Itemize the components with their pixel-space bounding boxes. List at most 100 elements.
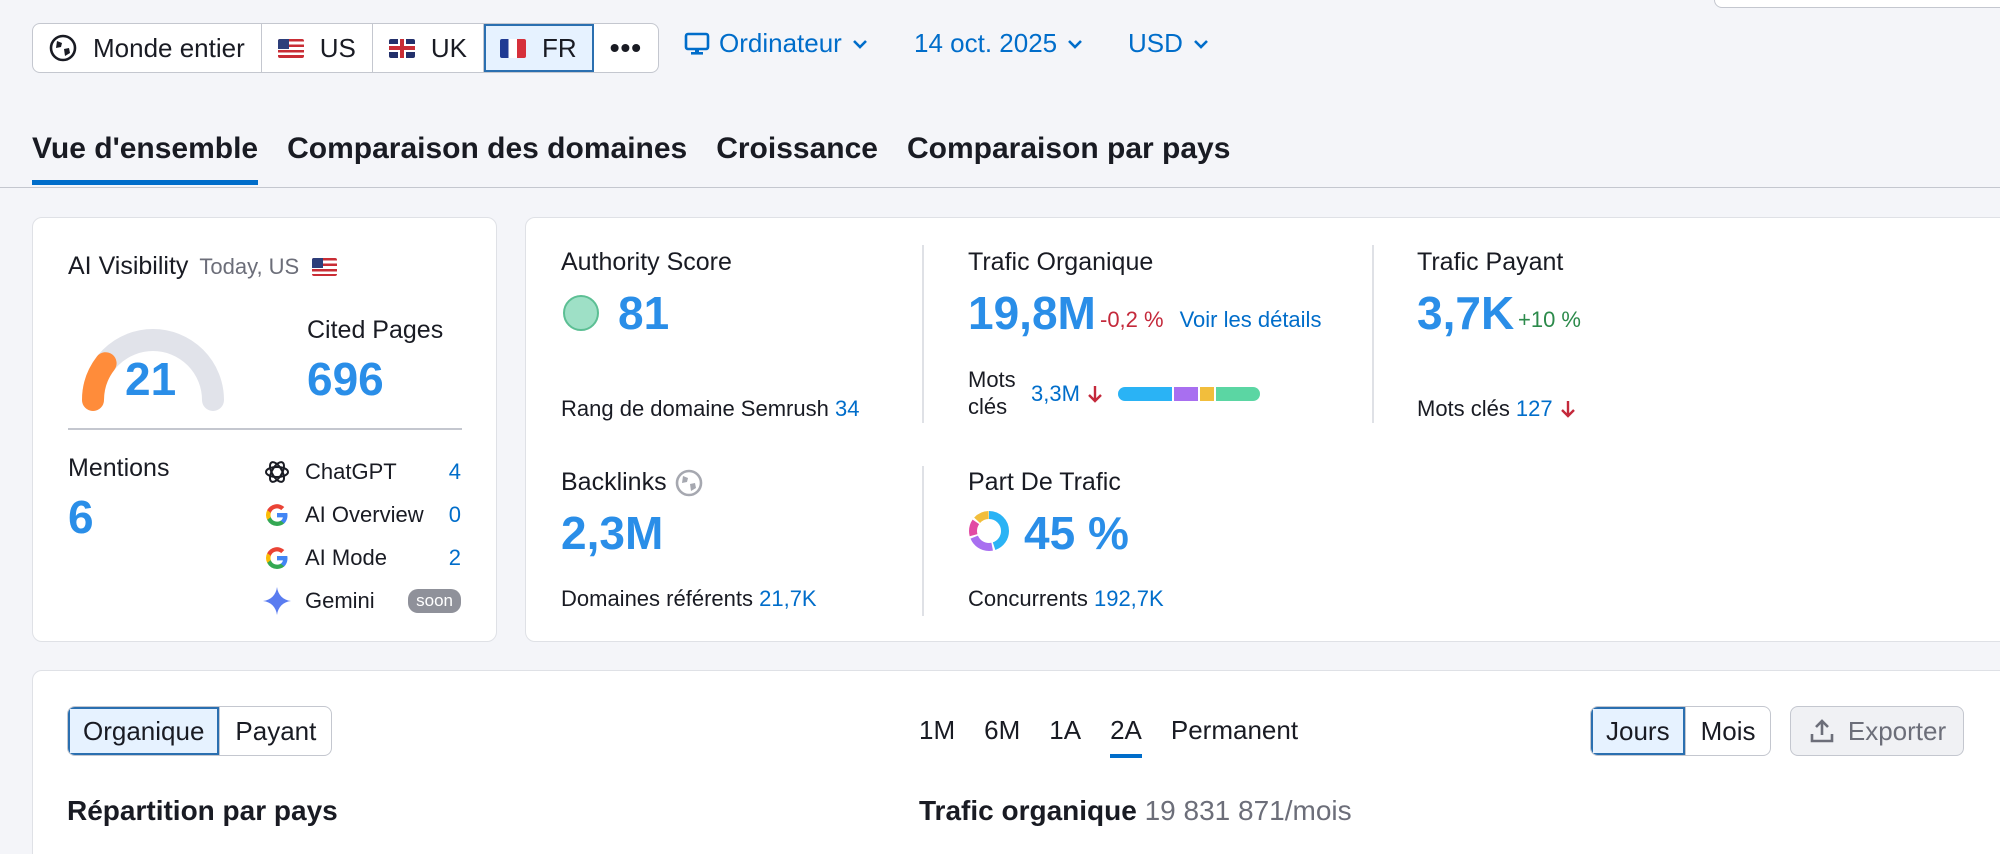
- arrow-down-icon: [1088, 386, 1102, 403]
- globe-icon: [49, 34, 77, 62]
- days-toggle[interactable]: Jours: [1591, 707, 1685, 755]
- paid-keywords: Mots clés 127: [1417, 396, 1577, 422]
- period-2a[interactable]: 2A: [1110, 715, 1142, 758]
- fr-flag-icon: [500, 38, 527, 58]
- google-icon: [261, 542, 293, 574]
- uk-flag-icon: [388, 38, 415, 58]
- tab-overview[interactable]: Vue d'ensemble: [32, 132, 259, 185]
- bar-segment: [1117, 387, 1172, 401]
- soon-badge: soon: [408, 588, 461, 613]
- traffic-share-value[interactable]: 45 %: [1024, 507, 1129, 559]
- backlinks-label: Backlinks: [561, 468, 667, 496]
- organic-keywords: 3,3M: [1031, 381, 1260, 407]
- cited-pages-value[interactable]: 696: [307, 353, 384, 405]
- referring-domains-value[interactable]: 21,7K: [759, 586, 817, 611]
- paid-traffic-value[interactable]: 3,7K: [1417, 287, 1515, 339]
- geo-us-label: US: [319, 32, 356, 63]
- mentions-label: Mentions: [68, 454, 170, 482]
- top-right-control[interactable]: [1714, 0, 2000, 8]
- bar-segment: [1199, 387, 1214, 401]
- chevron-down-icon: [1068, 39, 1083, 49]
- organic-traffic-value[interactable]: 19,8M: [968, 287, 1096, 339]
- main-tabs: Vue d'ensemble Comparaison des domaines …: [32, 132, 1259, 185]
- source-name: AI Mode: [305, 544, 387, 570]
- currency-label: USD: [1128, 28, 1183, 58]
- traffic-share-donut-icon: [969, 511, 1009, 551]
- ai-visibility-score: 21: [125, 353, 177, 405]
- list-item: ChatGPT 4: [261, 450, 461, 493]
- mentions-value[interactable]: 6: [68, 491, 94, 543]
- organic-keywords-label: Mots clés: [968, 367, 1016, 419]
- device-dropdown[interactable]: Ordinateur: [683, 28, 870, 59]
- view-details-link[interactable]: Voir les détails: [1179, 307, 1322, 332]
- traffic-share-label: Part De Trafic: [968, 468, 1121, 496]
- source-name: ChatGPT: [305, 458, 397, 484]
- source-count[interactable]: 0: [448, 501, 461, 527]
- database-selector: Monde entier US UK FR •••: [32, 23, 660, 73]
- traffic-type-toggle: Organique Payant: [67, 706, 333, 756]
- list-item: Gemini soon: [261, 579, 461, 622]
- geo-uk-button[interactable]: UK: [373, 24, 485, 72]
- chevron-down-icon: [852, 39, 867, 49]
- globe-icon: [675, 469, 702, 496]
- authority-score-value[interactable]: 81: [618, 287, 670, 339]
- export-label: Exporter: [1847, 715, 1947, 746]
- us-flag-icon: [277, 38, 304, 58]
- geo-fr-button[interactable]: FR: [484, 24, 594, 72]
- cited-pages-label: Cited Pages: [307, 316, 444, 344]
- period-1a[interactable]: 1A: [1049, 715, 1082, 745]
- geo-us-button[interactable]: US: [262, 24, 373, 72]
- organic-traffic-summary-label: Trafic organique: [919, 795, 1137, 826]
- competitors-label: Concurrents: [968, 586, 1088, 611]
- paid-keywords-label: Mots clés: [1417, 396, 1510, 421]
- ai-sources-list: ChatGPT 4 AI Overview 0: [261, 450, 461, 622]
- organic-traffic-label: Trafic Organique: [968, 248, 1154, 276]
- paid-change-value: +10 %: [1518, 307, 1581, 332]
- export-button[interactable]: Exporter: [1790, 706, 1964, 756]
- period-permanent[interactable]: Permanent: [1170, 715, 1299, 745]
- paid-toggle[interactable]: Payant: [219, 707, 331, 755]
- list-item: AI Mode 2: [261, 536, 461, 579]
- tab-country-comparison[interactable]: Comparaison par pays: [906, 132, 1231, 165]
- bar-segment: [1173, 387, 1198, 401]
- geo-worldwide-label: Monde entier: [93, 32, 245, 63]
- tab-domain-comparison[interactable]: Comparaison des domaines: [287, 132, 688, 165]
- backlinks-value[interactable]: 2,3M: [561, 507, 664, 559]
- tab-growth[interactable]: Croissance: [716, 132, 878, 165]
- competitors: Concurrents 192,7K: [968, 586, 1164, 612]
- source-count[interactable]: 4: [448, 458, 461, 484]
- bar-segment: [1215, 387, 1260, 401]
- desktop-icon: [684, 32, 710, 55]
- divider: [922, 245, 924, 423]
- source-name: Gemini: [305, 587, 375, 613]
- more-databases-button[interactable]: •••: [594, 24, 658, 72]
- divider: [1372, 245, 1374, 423]
- authority-score-icon: [563, 295, 599, 331]
- semrush-rank-value[interactable]: 34: [834, 396, 860, 421]
- referring-domains: Domaines référents 21,7K: [561, 586, 817, 612]
- organic-change: -0,2 % Voir les détails: [1100, 307, 1321, 333]
- granularity-toggle: Jours Mois: [1590, 706, 1772, 756]
- organic-traffic-summary: Trafic organique 19 831 871/mois: [919, 795, 1352, 827]
- list-item: AI Overview 0: [261, 493, 461, 536]
- date-label: 14 oct. 2025: [914, 28, 1058, 58]
- arrow-down-icon: [1560, 401, 1575, 418]
- paid-keywords-value[interactable]: 127: [1515, 396, 1553, 421]
- source-name: AI Overview: [305, 501, 424, 527]
- paid-traffic-label: Trafic Payant: [1417, 248, 1564, 276]
- period-6m[interactable]: 6M: [984, 715, 1021, 745]
- currency-dropdown[interactable]: USD: [1128, 28, 1211, 59]
- period-1m[interactable]: 1M: [919, 715, 956, 745]
- date-dropdown[interactable]: 14 oct. 2025: [914, 28, 1085, 59]
- organic-keywords-value[interactable]: 3,3M: [1031, 381, 1080, 406]
- geo-uk-label: UK: [430, 32, 468, 63]
- months-toggle[interactable]: Mois: [1684, 707, 1771, 755]
- geo-worldwide-button[interactable]: Monde entier: [33, 24, 262, 72]
- organic-toggle[interactable]: Organique: [68, 707, 220, 755]
- source-count[interactable]: 2: [448, 544, 461, 570]
- keywords-distribution-bar: [1117, 387, 1260, 401]
- geo-fr-label: FR: [542, 32, 577, 63]
- ai-visibility-title: AI Visibility Today, US: [68, 252, 338, 281]
- competitors-value[interactable]: 192,7K: [1093, 586, 1164, 611]
- semrush-rank-label: Rang de domaine Semrush: [561, 396, 829, 421]
